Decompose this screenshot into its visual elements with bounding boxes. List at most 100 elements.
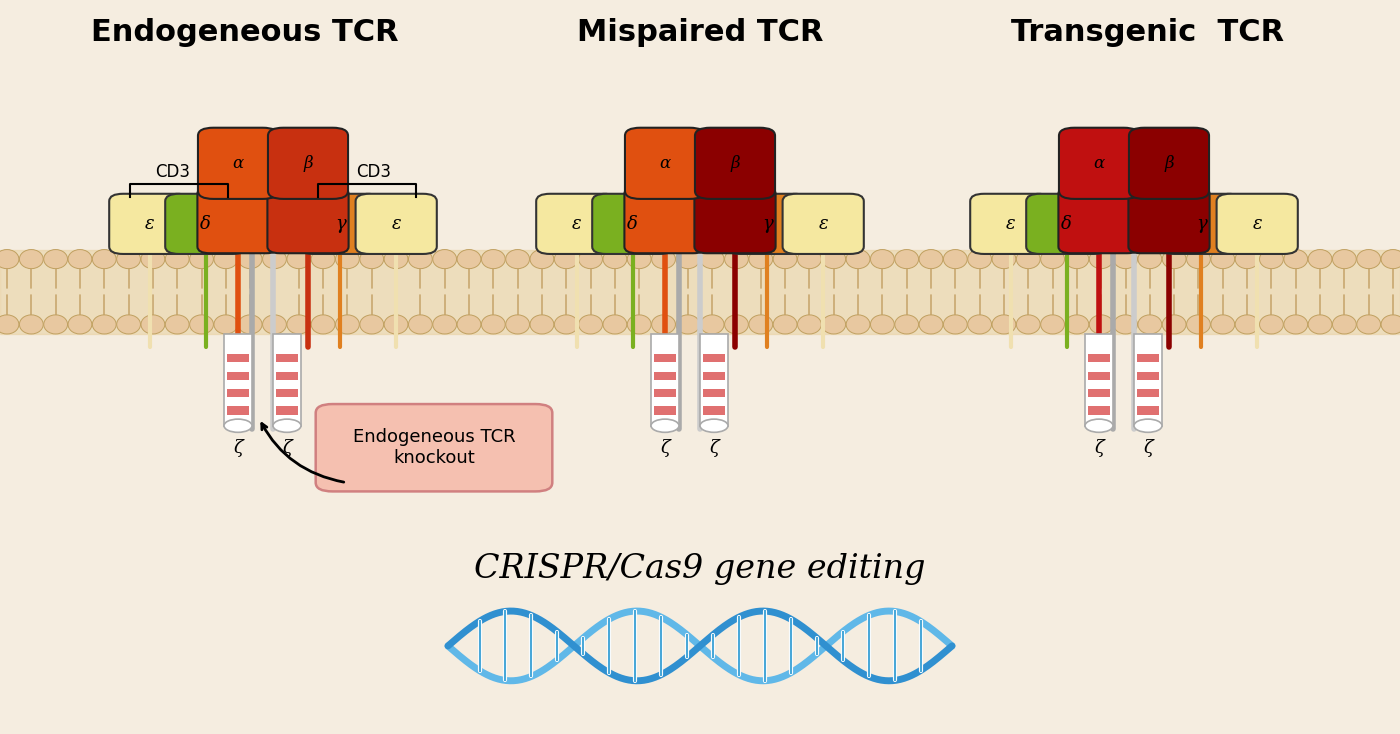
Ellipse shape [1187,250,1211,269]
Text: β: β [1165,155,1173,172]
Ellipse shape [20,315,43,334]
Ellipse shape [531,250,554,269]
Ellipse shape [1260,315,1284,334]
Text: α: α [232,155,244,172]
Bar [703,354,725,363]
Text: δ: δ [1061,215,1072,233]
Ellipse shape [1211,315,1235,334]
Ellipse shape [531,315,554,334]
Text: Mispaired TCR: Mispaired TCR [577,18,823,48]
Bar [273,334,301,426]
Ellipse shape [846,250,869,269]
Ellipse shape [578,250,602,269]
Ellipse shape [1333,315,1357,334]
Bar [1137,354,1159,363]
Text: ζ: ζ [710,439,718,457]
Ellipse shape [700,250,724,269]
Ellipse shape [1284,250,1308,269]
Ellipse shape [224,419,252,432]
Ellipse shape [141,315,165,334]
Ellipse shape [116,250,140,269]
Bar [703,389,725,397]
FancyBboxPatch shape [970,194,1051,254]
Bar [1085,334,1113,426]
Ellipse shape [554,315,578,334]
Text: CD3: CD3 [154,163,189,181]
Text: δ: δ [200,215,211,233]
Ellipse shape [1357,250,1380,269]
Text: γ: γ [1196,215,1207,233]
Ellipse shape [651,419,679,432]
Ellipse shape [505,250,529,269]
Bar [703,371,725,380]
Ellipse shape [603,250,627,269]
Bar [227,371,249,380]
Ellipse shape [822,315,846,334]
Text: δ: δ [627,215,638,233]
Bar [227,407,249,415]
Ellipse shape [273,419,301,432]
Ellipse shape [456,250,480,269]
Ellipse shape [725,315,749,334]
FancyBboxPatch shape [315,404,552,492]
Ellipse shape [749,250,773,269]
Ellipse shape [336,315,360,334]
Ellipse shape [141,250,165,269]
FancyBboxPatch shape [109,194,190,254]
Text: γ: γ [762,215,773,233]
Bar [276,389,298,397]
Bar [227,354,249,363]
Text: ε: ε [819,215,827,233]
Text: ε: ε [146,215,154,233]
Ellipse shape [627,250,651,269]
Ellipse shape [1380,250,1400,269]
Bar [700,334,728,426]
Text: ε: ε [1253,215,1261,233]
Ellipse shape [384,315,407,334]
FancyBboxPatch shape [1026,194,1107,254]
Ellipse shape [798,315,822,334]
Ellipse shape [1380,315,1400,334]
Text: β: β [731,155,739,172]
Ellipse shape [1138,315,1162,334]
Ellipse shape [214,315,238,334]
FancyBboxPatch shape [624,128,706,199]
Ellipse shape [360,250,384,269]
Ellipse shape [871,250,895,269]
Bar [1088,389,1110,397]
Bar [1137,389,1159,397]
Ellipse shape [993,250,1016,269]
Bar [1134,334,1162,426]
FancyBboxPatch shape [1058,128,1140,199]
Ellipse shape [311,250,335,269]
Ellipse shape [20,250,43,269]
FancyBboxPatch shape [197,187,279,253]
Ellipse shape [700,419,728,432]
Ellipse shape [43,315,67,334]
Ellipse shape [263,250,287,269]
Ellipse shape [1113,315,1137,334]
FancyBboxPatch shape [267,187,349,253]
Text: ζ: ζ [661,439,669,457]
Ellipse shape [287,250,311,269]
Ellipse shape [1065,315,1089,334]
FancyBboxPatch shape [267,128,349,199]
Ellipse shape [918,250,942,269]
Text: ζ: ζ [1144,439,1152,457]
Ellipse shape [700,315,724,334]
Ellipse shape [336,250,360,269]
FancyBboxPatch shape [727,194,808,254]
Ellipse shape [1040,250,1064,269]
FancyBboxPatch shape [356,194,437,254]
Ellipse shape [1162,315,1186,334]
Ellipse shape [189,315,213,334]
Ellipse shape [1333,250,1357,269]
Ellipse shape [1089,250,1113,269]
Ellipse shape [1016,315,1040,334]
Ellipse shape [676,250,700,269]
Ellipse shape [1284,315,1308,334]
Bar [654,371,676,380]
Text: ε: ε [1007,215,1015,233]
Ellipse shape [895,315,918,334]
Ellipse shape [846,315,869,334]
